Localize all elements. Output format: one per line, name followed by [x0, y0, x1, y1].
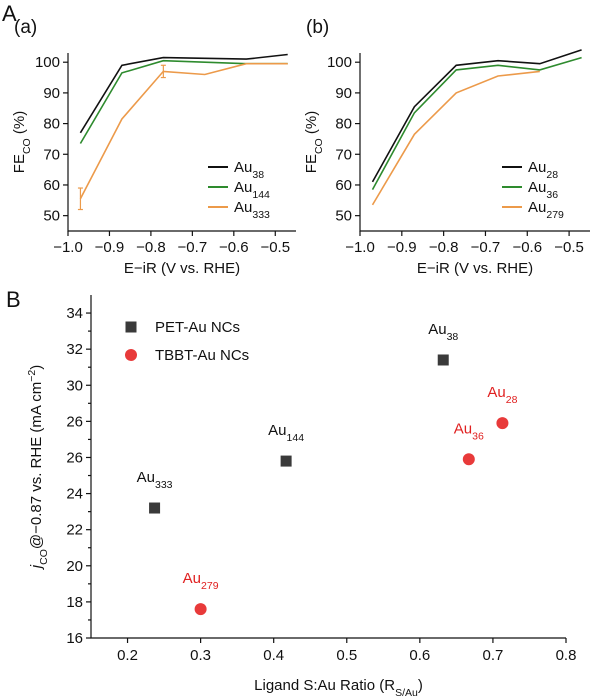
- section-label-b: B: [6, 287, 21, 312]
- x-tick-label: −0.8: [136, 239, 166, 256]
- y-tick-label: 18: [66, 594, 83, 611]
- y-tick-label: 70: [335, 146, 352, 163]
- y-tick-label: 80: [335, 116, 352, 133]
- y-tick-label: 26: [66, 449, 83, 466]
- legend-label: Au38: [234, 159, 264, 181]
- legend-label: Au144: [234, 179, 270, 201]
- x-tick-label: −0.9: [387, 239, 417, 256]
- y-tick-label: 50: [43, 208, 60, 225]
- y-tick-label: 30: [66, 377, 83, 394]
- x-tick-label: 0.7: [482, 647, 503, 664]
- point-label: Au38: [428, 321, 458, 343]
- point-label: Au36: [454, 420, 484, 442]
- x-tick-label: 0.3: [190, 647, 211, 664]
- legend-label: Au36: [528, 179, 558, 201]
- y-axis-title: jCO@−0.87 vs. RHE (mA cm−2): [26, 365, 50, 570]
- legend-marker: [125, 349, 137, 361]
- x-tick-label: −0.5: [554, 239, 584, 256]
- y-tick-label: 32: [66, 341, 83, 358]
- x-tick-label: 0.5: [336, 647, 357, 664]
- series-line-au279: [371, 70, 540, 206]
- data-point: [194, 603, 207, 616]
- data-point: [149, 502, 161, 514]
- y-tick-label: 16: [66, 630, 83, 647]
- data-point: [437, 354, 449, 366]
- point-label: Au144: [268, 422, 304, 444]
- y-tick-label: 80: [43, 116, 60, 133]
- x-tick-label: −0.7: [178, 239, 208, 256]
- y-axis-title: FECO (%): [11, 111, 33, 173]
- panel-a-chart: (a) −1.0 −0.9 −0.8 −0.7 −0.6 −0.5 50 60 70 80 90 100…: [11, 17, 296, 277]
- x-tick-label: 0.6: [409, 647, 430, 664]
- x-tick-label: −0.7: [471, 239, 501, 256]
- legend-marker: [125, 321, 137, 333]
- x-tick-label: −0.8: [429, 239, 459, 256]
- x-tick-label: −1.0: [53, 239, 83, 256]
- point-label: Au28: [487, 384, 517, 406]
- y-tick-label: 100: [327, 54, 352, 71]
- legend-label: Au279: [528, 199, 564, 221]
- x-tick-label: 0.2: [117, 647, 138, 664]
- x-tick-label: 0.4: [263, 647, 284, 664]
- x-axis-title: E−iR (V vs. RHE): [417, 260, 533, 277]
- x-tick-label: −1.0: [345, 239, 375, 256]
- legend-label: PET-Au NCs: [155, 319, 240, 336]
- y-tick-label: 26: [66, 413, 83, 430]
- x-tick-label: −0.5: [260, 239, 290, 256]
- series-line-au38: [79, 53, 288, 134]
- y-tick-label: 50: [335, 208, 352, 225]
- y-tick-label: 34: [66, 305, 83, 322]
- series-line-au36: [371, 56, 582, 190]
- section-label-a: A: [2, 1, 17, 26]
- legend-label: Au333: [234, 199, 270, 221]
- series-line-au333: [79, 62, 288, 200]
- data-point: [462, 453, 475, 466]
- y-tick-label: 60: [335, 177, 352, 194]
- y-tick-label: 22: [66, 522, 83, 539]
- y-tick-label: 60: [43, 177, 60, 194]
- x-axis-title: Ligand S:Au Ratio (RS/Au): [254, 677, 423, 697]
- legend-label: TBBT-Au NCs: [155, 347, 249, 364]
- data-point: [280, 455, 292, 467]
- x-tick-label: −0.9: [95, 239, 125, 256]
- x-tick-label: −0.6: [512, 239, 542, 256]
- axis-frame: [67, 53, 296, 232]
- series-line-au28: [371, 49, 582, 183]
- panel-label: (a): [14, 17, 37, 38]
- y-tick-label: 90: [43, 85, 60, 102]
- scatter-chart: 0.2 0.3 0.4 0.5 0.6 0.7 0.8 16 18 20 22 24 26 26 30 32 3…: [26, 295, 576, 697]
- y-tick-label: 24: [66, 486, 83, 503]
- x-axis-title: E−iR (V vs. RHE): [124, 260, 240, 277]
- data-point: [496, 417, 509, 430]
- panel-label: (b): [306, 17, 329, 38]
- point-label: Au279: [183, 570, 219, 592]
- x-tick-label: 0.8: [556, 647, 577, 664]
- legend-label: Au28: [528, 159, 558, 181]
- y-tick-label: 70: [43, 146, 60, 163]
- panel-b-chart: (b) −1.0 −0.9 −0.8 −0.7 −0.6 −0.5 50 60 70 80 90 100…: [303, 17, 590, 277]
- y-tick-label: 90: [335, 85, 352, 102]
- y-tick-label: 100: [35, 54, 60, 71]
- y-axis-title: FECO (%): [303, 111, 325, 173]
- y-tick-label: 20: [66, 558, 83, 575]
- x-tick-label: −0.6: [219, 239, 249, 256]
- point-label: Au333: [137, 469, 173, 491]
